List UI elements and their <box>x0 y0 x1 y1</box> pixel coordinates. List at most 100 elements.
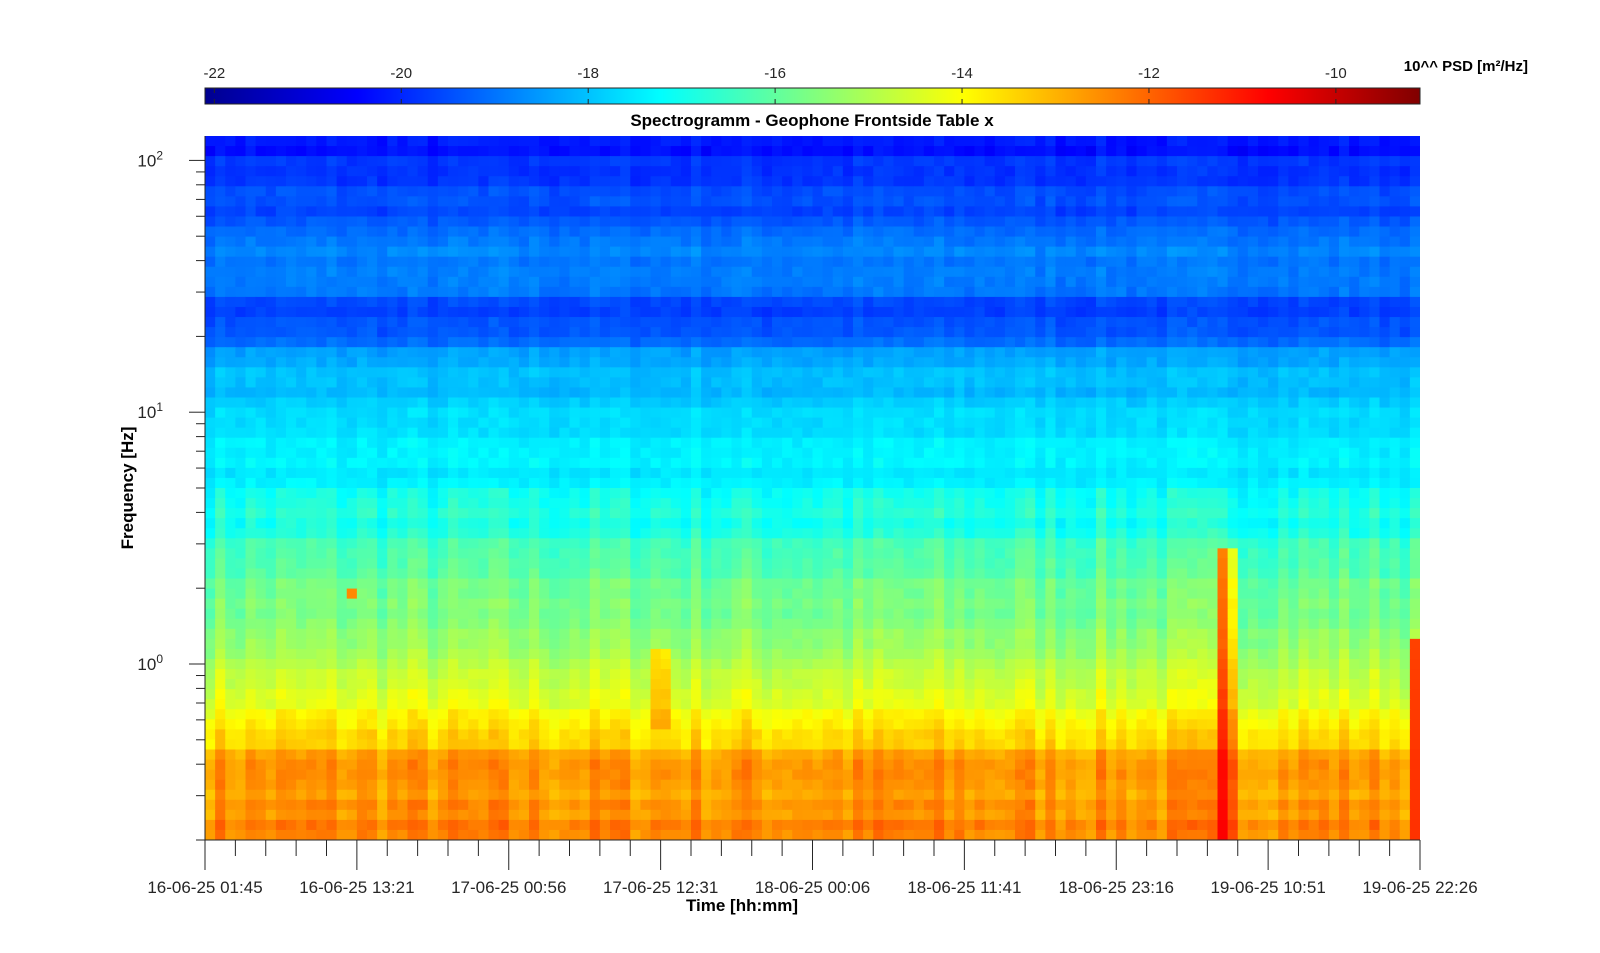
heatmap-cell <box>306 306 317 318</box>
heatmap-cell <box>731 276 743 288</box>
heatmap-cell <box>680 216 692 228</box>
heatmap-cell <box>984 528 996 539</box>
heatmap-cell <box>417 538 429 549</box>
heatmap-cell <box>731 226 743 238</box>
heatmap-cell <box>792 216 803 228</box>
heatmap-cell <box>853 397 864 409</box>
heatmap-cell <box>417 216 429 228</box>
heatmap-cell <box>589 417 601 429</box>
heatmap-cell <box>1197 387 1208 399</box>
heatmap-cell <box>599 548 611 559</box>
heatmap-cell <box>458 256 469 268</box>
heatmap-cell <box>478 397 490 409</box>
heatmap-cell <box>822 266 834 278</box>
heatmap-cell <box>346 296 358 308</box>
heatmap-cell <box>1166 236 1178 248</box>
heatmap-cell <box>427 156 439 167</box>
heatmap-cell <box>812 498 824 509</box>
heatmap-cell <box>741 156 753 167</box>
heatmap-cell <box>458 538 469 549</box>
heatmap-cell <box>1116 256 1127 268</box>
heatmap-cell <box>812 508 824 519</box>
heatmap-cell <box>660 256 672 268</box>
heatmap-cell <box>1025 508 1036 519</box>
heatmap-cell <box>1369 488 1381 499</box>
heatmap-cell <box>1166 538 1178 549</box>
heatmap-cell <box>1247 538 1259 549</box>
heatmap-cell <box>1217 176 1229 187</box>
heatmap-cell <box>559 387 571 399</box>
heatmap-cell <box>1085 317 1097 328</box>
heatmap-cell <box>549 196 560 207</box>
heatmap-cell <box>1308 337 1320 348</box>
heatmap-cell <box>1207 216 1219 228</box>
heatmap-cell <box>782 327 793 338</box>
heatmap-cell <box>1146 437 1158 449</box>
heatmap-cell <box>1339 226 1350 238</box>
heatmap-cell <box>326 447 338 459</box>
heatmap-cell <box>488 196 500 207</box>
heatmap-cell <box>225 176 236 187</box>
heatmap-cell <box>367 256 378 268</box>
heatmap-cell <box>235 266 247 278</box>
heatmap-cell <box>934 367 945 378</box>
heatmap-cell <box>913 397 925 409</box>
heatmap-cell <box>640 337 652 348</box>
heatmap-cell <box>377 437 388 449</box>
heatmap-cell <box>1156 367 1168 378</box>
heatmap-cell <box>265 477 277 489</box>
heatmap-cell <box>1045 306 1057 318</box>
heatmap-cell <box>913 317 925 328</box>
heatmap-cell <box>346 538 358 549</box>
heatmap-cell <box>448 296 459 308</box>
heatmap-cell <box>1156 276 1168 288</box>
heatmap-cell <box>1166 146 1178 157</box>
heatmap-cell <box>923 176 935 187</box>
heatmap-cell <box>1328 266 1340 278</box>
heatmap-cell <box>1369 166 1381 177</box>
heatmap-cell <box>1278 457 1289 469</box>
heatmap-cell <box>1339 498 1350 509</box>
heatmap-cell <box>1197 226 1208 238</box>
heatmap-cell <box>1045 467 1057 479</box>
heatmap-cell <box>559 498 571 509</box>
heatmap-cell <box>1399 327 1411 338</box>
heatmap-cell <box>1004 538 1016 549</box>
heatmap-cell <box>346 457 358 469</box>
heatmap-cell <box>356 367 368 378</box>
heatmap-cell <box>873 276 884 288</box>
heatmap-cell <box>539 538 550 549</box>
heatmap-cell <box>660 407 672 419</box>
heatmap-cell <box>680 136 692 147</box>
heatmap-cell <box>1227 397 1239 409</box>
heatmap-cell <box>579 347 591 358</box>
heatmap-cell <box>539 427 550 439</box>
heatmap-cell <box>1025 327 1036 338</box>
heatmap-cell <box>741 256 753 268</box>
heatmap-cell <box>1258 377 1269 389</box>
heatmap-cell <box>1146 196 1158 207</box>
heatmap-cell <box>356 276 368 288</box>
heatmap-cell <box>1207 528 1219 539</box>
heatmap-cell <box>1308 417 1320 429</box>
heatmap-cell <box>1409 286 1420 298</box>
heatmap-cell <box>488 216 500 228</box>
heatmap-cell <box>1227 186 1239 197</box>
heatmap-cell <box>680 467 692 479</box>
heatmap-cell <box>1126 196 1138 207</box>
heatmap-cell <box>1349 176 1360 187</box>
heatmap-cell <box>569 186 581 197</box>
heatmap-cell <box>944 508 955 519</box>
heatmap-cell <box>518 206 530 218</box>
heatmap-cell <box>680 528 692 539</box>
heatmap-cell <box>1237 508 1249 519</box>
heatmap-cell <box>1015 367 1026 378</box>
heatmap-cell <box>599 427 611 439</box>
heatmap-cell <box>508 447 520 459</box>
heatmap-cell <box>427 266 439 278</box>
heatmap-cell <box>822 347 834 358</box>
heatmap-cell <box>346 357 358 368</box>
heatmap-cell <box>691 286 702 298</box>
heatmap-cell <box>1085 488 1097 499</box>
heatmap-cell <box>1389 467 1401 479</box>
